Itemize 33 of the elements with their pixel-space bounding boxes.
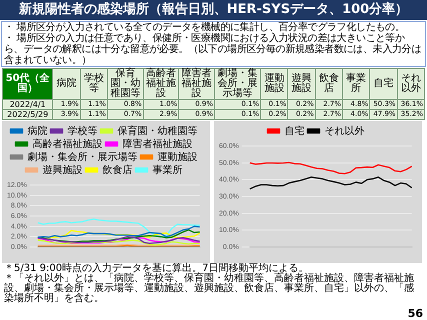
- category-label: 自宅: [370, 68, 398, 100]
- text: ＊「それ以外」とは、「病院、学校等、保育園・幼稚園等、高齢者福祉施設、障害者福祉施設、劇場・集会所・展示場等、運動施設、遊興施設、飲食店、事業所、自宅」以外の、「感染場所不明」を含む。: [4, 273, 415, 304]
- legend-label: 自宅: [284, 124, 304, 137]
- category-label: 障害者福祉施設: [178, 68, 214, 100]
- legend-label: 事業所: [152, 164, 182, 176]
- legend-label: 遊興施設: [42, 164, 82, 176]
- legend-label: 飲食店: [102, 164, 132, 176]
- category-label: 病院: [52, 68, 80, 100]
- series-label: 2022/5/29: [2, 110, 53, 120]
- category-label: 飲食店: [315, 68, 343, 100]
- category-label: 遊興施設: [288, 68, 316, 100]
- text: ・ 場所区分が入力されている全てのデータを機械的に集計し、百分率でグラフ化したもの。: [4, 22, 406, 33]
- category-label: 高齢者福祉施設: [143, 68, 179, 100]
- legend-label: 高齢者福祉施設: [32, 138, 102, 150]
- category-label: それ以外: [397, 68, 424, 100]
- text: 56: [408, 307, 423, 320]
- legend-label: 学校等: [68, 124, 98, 137]
- category-label: 学校等: [80, 68, 108, 100]
- legend-label: 運動施設: [158, 150, 198, 163]
- legend-label: 病院: [28, 124, 48, 137]
- category-label: 劇場・集会所・展示場等: [214, 68, 261, 100]
- category-label: 保育園・幼稚園等: [107, 68, 144, 100]
- legend-label: 障害者福祉施設: [122, 138, 192, 150]
- text: 新規陽性者の感染場所（報告日別、HER-SYSデータ、100分率）: [0, 0, 427, 20]
- legend-label: 劇場・集会所・展示場等: [28, 150, 138, 163]
- text: ・ 場所区分の入力は任意であり、保健所・医療機関における入力状況の差は大きいこと等から、データの解釈には十分な留意が必要。（以下の場所区分毎の新規感染者数には、未入力分は含まれていない。）: [4, 33, 422, 66]
- text: 50代（全国）: [2, 68, 53, 100]
- series-label: 2022/4/1: [2, 100, 53, 110]
- text: ＊5/31 9:00時点の入力データを基に算出。7日間移動平均による。: [4, 263, 308, 274]
- category-label: 事業所: [342, 68, 370, 100]
- legend-label: それ以外: [324, 124, 364, 137]
- category-label: 運動施設: [260, 68, 288, 100]
- legend-label: 保育園・幼稚園等: [118, 124, 198, 137]
